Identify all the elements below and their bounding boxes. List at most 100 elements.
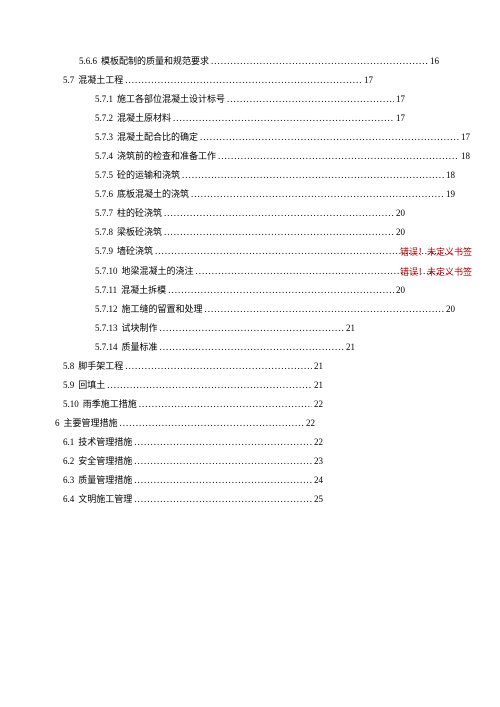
toc-dot-leader: ........................................…	[134, 493, 312, 506]
toc-title: 混凝土配合比的确定	[117, 131, 198, 144]
toc-number: 5.7.12	[95, 303, 118, 316]
toc-number: 5.7	[63, 74, 74, 87]
toc-entry: 6.2 安全管理措施...............................…	[63, 455, 323, 468]
toc-entry: 5.7.2 混凝土原材料.............................…	[95, 112, 405, 125]
toc-title: 雨季施工措施	[83, 398, 137, 411]
toc-page-number: 20	[396, 207, 405, 220]
toc-title: 底板混凝土的浇筑	[117, 188, 189, 201]
toc-title: 混凝土拆模	[121, 284, 166, 297]
toc-page-number: 18	[446, 169, 455, 182]
toc-number: 5.7.9	[95, 245, 113, 258]
toc-entry: 5.6.6模板配制的质量和规范要求.......................…	[79, 55, 439, 68]
toc-number: 5.9	[63, 379, 74, 392]
toc-dot-leader: ........................................…	[227, 93, 394, 106]
toc-dot-leader: ........................................…	[125, 74, 362, 87]
toc-dot-leader: ........................................…	[182, 169, 444, 182]
toc-page-number: 22	[306, 417, 315, 430]
toc-number: 5.7.14	[95, 341, 118, 354]
toc-title: 柱的砼浇筑	[117, 207, 162, 220]
toc-entry: 5.7.14 质量标准..............................…	[95, 341, 355, 354]
toc-number: 5.7.8	[95, 226, 113, 239]
toc-page-number: 17	[396, 93, 405, 106]
toc-entry: 5.7.1 施工各部位混凝土设计标号.......................…	[95, 93, 405, 106]
toc-title: 主要管理措施	[64, 417, 118, 430]
toc-dot-leader: ........................................…	[120, 417, 304, 430]
toc-title: 文明施工管理	[78, 493, 132, 506]
toc-entry: 6 主要管理措施.................................…	[55, 417, 315, 430]
toc-number: 5.7.13	[95, 322, 118, 335]
toc-title: 梁板砼浇筑	[117, 226, 162, 239]
toc-dot-leader: ........................................…	[125, 360, 312, 373]
toc-number: 5.6.6	[79, 55, 97, 68]
toc-number: 5.7.5	[95, 169, 113, 182]
toc-dot-leader: ........................................…	[173, 112, 394, 125]
toc-title: 质量管理措施	[78, 474, 132, 487]
toc-number: 5.7.7	[95, 207, 113, 220]
toc-number: 5.7.2	[95, 112, 113, 125]
toc-title: 砼的运输和浇筑	[117, 169, 180, 182]
toc-page-number: 17	[396, 112, 405, 125]
toc-number: 5.8	[63, 360, 74, 373]
toc-page-number: 24	[314, 474, 323, 487]
toc-title: 地梁混凝土的浇注	[122, 265, 194, 278]
toc-title: 施工各部位混凝土设计标号	[117, 93, 225, 106]
toc-page-number: 17	[461, 131, 470, 144]
error-bookmark-undefined: 错误！未定义书签	[400, 265, 472, 278]
toc-page-number: 23	[314, 455, 323, 468]
toc-dot-leader: ........................................…	[218, 150, 459, 163]
toc-entry: 5.7.7 柱的砼浇筑..............................…	[95, 207, 405, 220]
toc-entry: 5.7.11 混凝土拆模.............................…	[95, 284, 405, 297]
toc-page-number: 21	[346, 341, 355, 354]
toc-dot-leader: ........................................…	[168, 284, 394, 297]
table-of-contents: 5.6.6模板配制的质量和规范要求.......................…	[55, 55, 470, 506]
toc-dot-leader: ........................................…	[164, 207, 394, 220]
toc-entry: 5.7.13 试块制作..............................…	[95, 322, 355, 335]
toc-page-number: 21	[314, 379, 323, 392]
toc-dot-leader: ........................................…	[191, 188, 444, 201]
toc-entry: 5.7混凝土工程................................…	[63, 74, 373, 87]
toc-dot-leader: ........................................…	[134, 436, 312, 449]
toc-title: 施工缝的留置和处理	[122, 303, 203, 316]
toc-page-number: 22	[314, 398, 323, 411]
toc-entry: 5.9回填土..................................…	[63, 379, 323, 392]
toc-page-number: 21	[346, 322, 355, 335]
toc-entry: 5.7.6 底板混凝土的浇筑...........................…	[95, 188, 455, 201]
toc-entry: 6.1 技术管理措施...............................…	[63, 436, 323, 449]
toc-entry: 6.4 文明施工管理...............................…	[63, 493, 323, 506]
toc-title: 脚手架工程	[78, 360, 123, 373]
toc-dot-leader: ........................................…	[139, 398, 312, 411]
toc-number: 5.10	[63, 398, 79, 411]
toc-dot-leader: ........................................…	[211, 55, 428, 68]
toc-dot-leader: ........................................…	[200, 131, 459, 144]
toc-number: 5.7.3	[95, 131, 113, 144]
toc-entry: 5.10 雨季施工措施..............................…	[63, 398, 323, 411]
toc-dot-leader: ........................................…	[160, 341, 344, 354]
toc-title: 试块制作	[122, 322, 158, 335]
toc-page-number: 17	[364, 74, 373, 87]
toc-page-number: 21	[314, 360, 323, 373]
toc-number: 6	[55, 417, 60, 430]
toc-title: 混凝土原材料	[117, 112, 171, 125]
toc-title: 回填土	[78, 379, 105, 392]
toc-entry: 5.7.8 梁板砼浇筑..............................…	[95, 226, 405, 239]
toc-page-number: 25	[314, 493, 323, 506]
toc-title: 墙砼浇筑	[117, 245, 153, 258]
toc-dot-leader: ........................................…	[134, 455, 312, 468]
toc-number: 5.7.4	[95, 150, 113, 163]
toc-dot-leader: ........................................…	[134, 474, 312, 487]
error-bookmark-undefined: 错误！未定义书签	[400, 245, 472, 258]
toc-title: 质量标准	[122, 341, 158, 354]
toc-dot-leader: ........................................…	[164, 226, 394, 239]
toc-number: 6.2	[63, 455, 74, 468]
toc-title: 安全管理措施	[78, 455, 132, 468]
toc-dot-leader: ........................................…	[160, 322, 344, 335]
toc-number: 6.1	[63, 436, 74, 449]
toc-title: 技术管理措施	[78, 436, 132, 449]
toc-number: 6.4	[63, 493, 74, 506]
toc-entry: 5.7.4浇筑前的检查和准备工作........................…	[95, 150, 470, 163]
toc-entry: 6.3质量管理措施...............................…	[63, 474, 323, 487]
toc-number: 5.7.11	[95, 284, 117, 297]
toc-number: 5.7.1	[95, 93, 113, 106]
toc-number: 5.7.6	[95, 188, 113, 201]
toc-page-number: 19	[446, 188, 455, 201]
